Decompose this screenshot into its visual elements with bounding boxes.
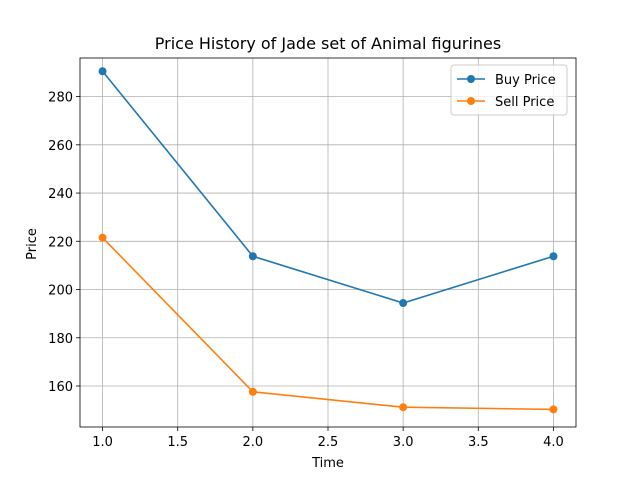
y-tick-label: 180	[48, 332, 73, 347]
legend-item: Buy Price	[457, 73, 556, 88]
x-tick-label: 4.0	[543, 435, 564, 450]
x-axis-label: Time	[311, 456, 344, 471]
series-line	[101, 237, 554, 411]
x-tick-label: 1.0	[92, 435, 113, 450]
data-point	[549, 252, 558, 261]
y-tick-label: 260	[48, 139, 73, 154]
data-point	[248, 387, 257, 396]
x-tick-label: 2.0	[243, 435, 264, 450]
x-tick-label: 2.5	[318, 435, 339, 450]
data-point	[98, 233, 107, 242]
x-tick-label: 3.5	[468, 435, 489, 450]
y-tick-label: 220	[48, 235, 73, 250]
x-tick-label: 1.5	[167, 435, 188, 450]
data-point	[399, 299, 408, 308]
y-tick-label: 280	[48, 91, 73, 106]
data-point	[98, 67, 107, 76]
series-layer	[98, 67, 558, 414]
legend-marker	[467, 75, 475, 83]
x-tick-label: 3.0	[393, 435, 414, 450]
grid-lines	[80, 58, 576, 427]
y-tick-label: 160	[48, 380, 73, 395]
legend-item: Sell Price	[457, 95, 554, 110]
series-line	[101, 70, 554, 304]
chart-title: Price History of Jade set of Animal figu…	[155, 34, 501, 53]
series-1	[98, 67, 558, 308]
legend-box	[450, 64, 568, 116]
y-tick-label: 200	[48, 284, 73, 299]
series-2	[98, 233, 558, 414]
data-point	[399, 403, 408, 412]
data-point	[549, 405, 558, 414]
legend-label: Buy Price	[495, 73, 556, 88]
y-axis-ticks: 160 180 200 220 240 260 280	[48, 91, 80, 395]
data-point	[248, 252, 257, 261]
legend-marker	[467, 97, 475, 105]
legend-label: Sell Price	[495, 95, 554, 110]
y-axis-label: Price	[25, 228, 40, 260]
legend: Buy Price Sell Price	[450, 64, 568, 116]
x-axis-ticks: 1.0 1.5 2.0 2.5 3.0 3.5 4.0	[92, 427, 564, 450]
y-tick-label: 240	[48, 187, 73, 202]
